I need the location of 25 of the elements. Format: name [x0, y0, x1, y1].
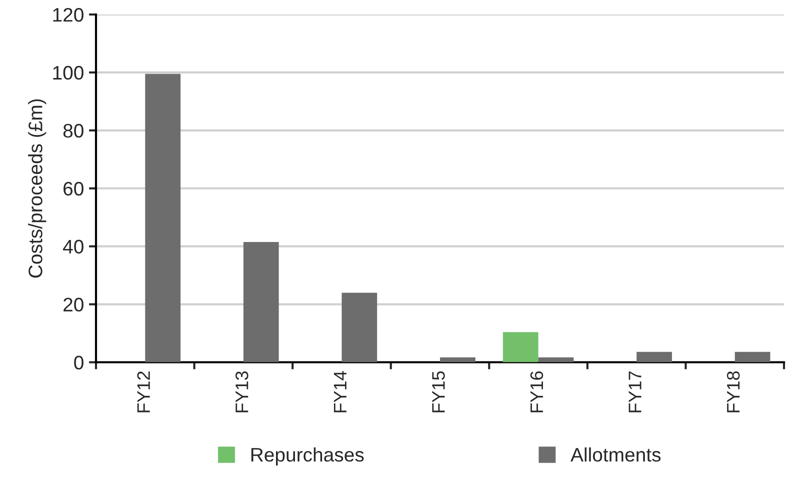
bar [636, 352, 672, 362]
y-tick-label: 20 [64, 298, 84, 312]
bar [342, 292, 378, 362]
legend-label: Allotments [570, 447, 661, 462]
y-axis-title: Costs/proceeds (£m) [28, 99, 46, 278]
bar [538, 357, 574, 362]
y-tick-label: 120 [53, 8, 84, 22]
y-tick-label: 60 [64, 182, 84, 196]
x-tick-label: FY12 [137, 371, 150, 412]
x-tick-label: FY17 [628, 371, 642, 412]
bar [734, 352, 770, 362]
y-tick-label: 0 [74, 356, 84, 370]
bar [502, 332, 538, 362]
bar [440, 357, 476, 362]
y-tick-label: 100 [53, 66, 84, 80]
x-tick-label: FY15 [432, 371, 445, 412]
bar [145, 74, 181, 362]
x-tick-label: FY18 [726, 371, 740, 412]
y-tick-label: 40 [63, 240, 84, 254]
y-tick-label: 80 [63, 124, 84, 138]
x-tick-label: FY16 [530, 371, 544, 412]
x-tick-label: FY14 [334, 371, 346, 412]
bar [243, 242, 279, 362]
legend-label: Repurchases [251, 447, 364, 466]
x-tick-label: FY13 [235, 371, 248, 412]
